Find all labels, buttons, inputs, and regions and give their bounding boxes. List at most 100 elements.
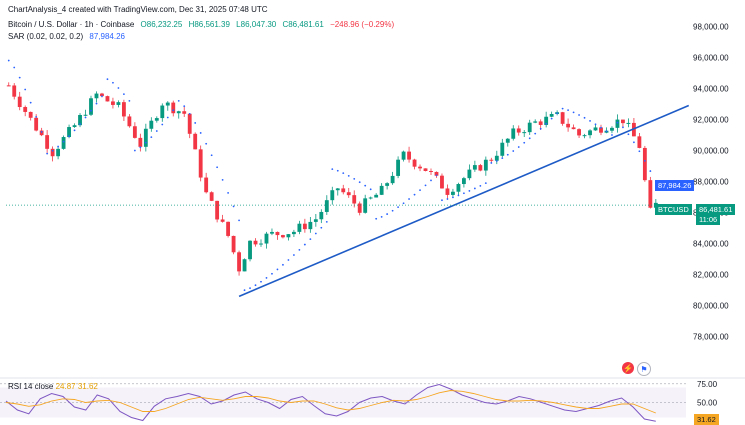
sar-dot bbox=[24, 88, 27, 91]
candle-body bbox=[368, 197, 373, 199]
sar-dot bbox=[430, 179, 432, 182]
candle-body bbox=[571, 127, 576, 130]
sar-dot bbox=[386, 213, 389, 215]
candle-body bbox=[610, 127, 614, 131]
sar-dot bbox=[342, 172, 345, 175]
sar-legend[interactable]: SAR (0.02, 0.02, 0.2) 87,984.26 bbox=[8, 32, 129, 41]
candle-body bbox=[451, 191, 455, 195]
candle-body bbox=[160, 105, 165, 119]
trendline[interactable] bbox=[238, 104, 690, 298]
candle-body bbox=[505, 138, 510, 143]
rsi-value-1: 24.87 bbox=[55, 382, 76, 391]
sar-dot bbox=[7, 59, 10, 62]
candle-body bbox=[566, 123, 571, 128]
candle-body bbox=[324, 200, 329, 212]
sar-dot bbox=[161, 123, 164, 126]
candle-body bbox=[176, 111, 181, 114]
candle-body bbox=[522, 132, 527, 134]
candle-body bbox=[621, 119, 625, 124]
candles bbox=[6, 82, 658, 276]
candle-body bbox=[352, 195, 357, 204]
sar-dot bbox=[517, 146, 520, 148]
countdown-tag: 11:06 bbox=[696, 214, 721, 225]
sar-dot bbox=[117, 87, 120, 89]
sar-dot bbox=[84, 116, 87, 119]
sar-dot bbox=[633, 141, 635, 144]
rsi-tick-label: 50.00 bbox=[697, 399, 718, 408]
sar-dot bbox=[221, 178, 224, 181]
candle-body bbox=[494, 155, 499, 161]
sar-dot bbox=[276, 268, 279, 271]
sar-dot bbox=[611, 134, 613, 136]
candle-body bbox=[445, 188, 450, 195]
sar-dot bbox=[199, 132, 202, 134]
candle-body bbox=[275, 231, 280, 236]
candle-body bbox=[193, 133, 198, 150]
rsi-band bbox=[0, 387, 686, 418]
sar-dot bbox=[320, 226, 323, 229]
sar-dot bbox=[183, 105, 186, 108]
candle-body bbox=[182, 111, 187, 114]
rsi-legend[interactable]: RSI 14 close 24.87 31.62 bbox=[8, 382, 98, 391]
candle-body bbox=[23, 107, 28, 112]
sar-dot bbox=[413, 193, 416, 196]
candle-body bbox=[335, 188, 340, 191]
sar-dot bbox=[506, 153, 509, 156]
sar-dot bbox=[68, 135, 70, 138]
price-axis: 98,000.00 96,000.00 94,000.00 92,000.00 90,0… bbox=[693, 22, 729, 341]
sar-dot bbox=[331, 168, 334, 171]
sar-dot bbox=[243, 289, 246, 292]
flag-icon[interactable]: ⚑ bbox=[637, 362, 651, 376]
ohlc-low: L86,047.30 bbox=[236, 20, 277, 29]
candle-body bbox=[588, 130, 592, 136]
price-tick-label: 80,000.00 bbox=[693, 302, 729, 311]
sar-dot bbox=[303, 243, 306, 246]
sar-dot bbox=[391, 209, 394, 212]
chart-action-icons: ⚡ ⚑ bbox=[622, 362, 651, 376]
sar-dot bbox=[40, 131, 43, 133]
sar-dot bbox=[572, 111, 575, 114]
sar-dot bbox=[314, 232, 317, 235]
candle-body bbox=[407, 151, 411, 160]
candle-body bbox=[204, 177, 209, 193]
candle-body bbox=[538, 121, 543, 125]
sar-dot bbox=[106, 78, 109, 81]
price-tick-label: 90,000.00 bbox=[693, 147, 729, 156]
rsi-label: RSI 14 close bbox=[8, 382, 54, 391]
lightning-icon[interactable]: ⚡ bbox=[622, 362, 634, 374]
candle-body bbox=[472, 165, 477, 170]
candle-body bbox=[560, 112, 565, 124]
sar-dot bbox=[358, 181, 361, 184]
sar-value: 87,984.26 bbox=[89, 32, 125, 41]
sar-dot bbox=[463, 192, 465, 195]
sar-dot bbox=[287, 259, 290, 261]
candle-body bbox=[527, 122, 532, 133]
sar-dot bbox=[155, 130, 158, 132]
candle-body bbox=[187, 113, 192, 134]
sar-dot bbox=[347, 174, 350, 177]
candle-body bbox=[478, 165, 483, 171]
candle-body bbox=[89, 98, 93, 115]
sar-dot bbox=[309, 238, 312, 241]
sar-dot bbox=[649, 170, 652, 172]
candle-body bbox=[171, 102, 176, 114]
sar-price-tag: 87,984.26 bbox=[655, 180, 695, 191]
credit-text: ChartAnalysis_4 created with TradingView… bbox=[8, 5, 268, 14]
candle-body bbox=[390, 175, 395, 184]
sar-dot bbox=[177, 99, 180, 102]
candle-body bbox=[483, 159, 488, 171]
sar-dot bbox=[561, 107, 564, 110]
candle-body bbox=[516, 128, 521, 133]
sar-dot bbox=[578, 114, 580, 116]
candle-body bbox=[67, 127, 71, 138]
symbol-title[interactable]: Bitcoin / U.S. Dollar · 1h · Coinbase bbox=[8, 20, 135, 29]
sar-dot bbox=[594, 123, 597, 126]
sar-dot bbox=[46, 152, 49, 155]
sar-label: SAR (0.02, 0.02, 0.2) bbox=[8, 32, 84, 41]
candle-body bbox=[489, 159, 494, 161]
candle-body bbox=[461, 178, 466, 185]
candle-body bbox=[34, 117, 39, 131]
candle-body bbox=[582, 135, 587, 137]
sar-dot bbox=[473, 187, 476, 190]
